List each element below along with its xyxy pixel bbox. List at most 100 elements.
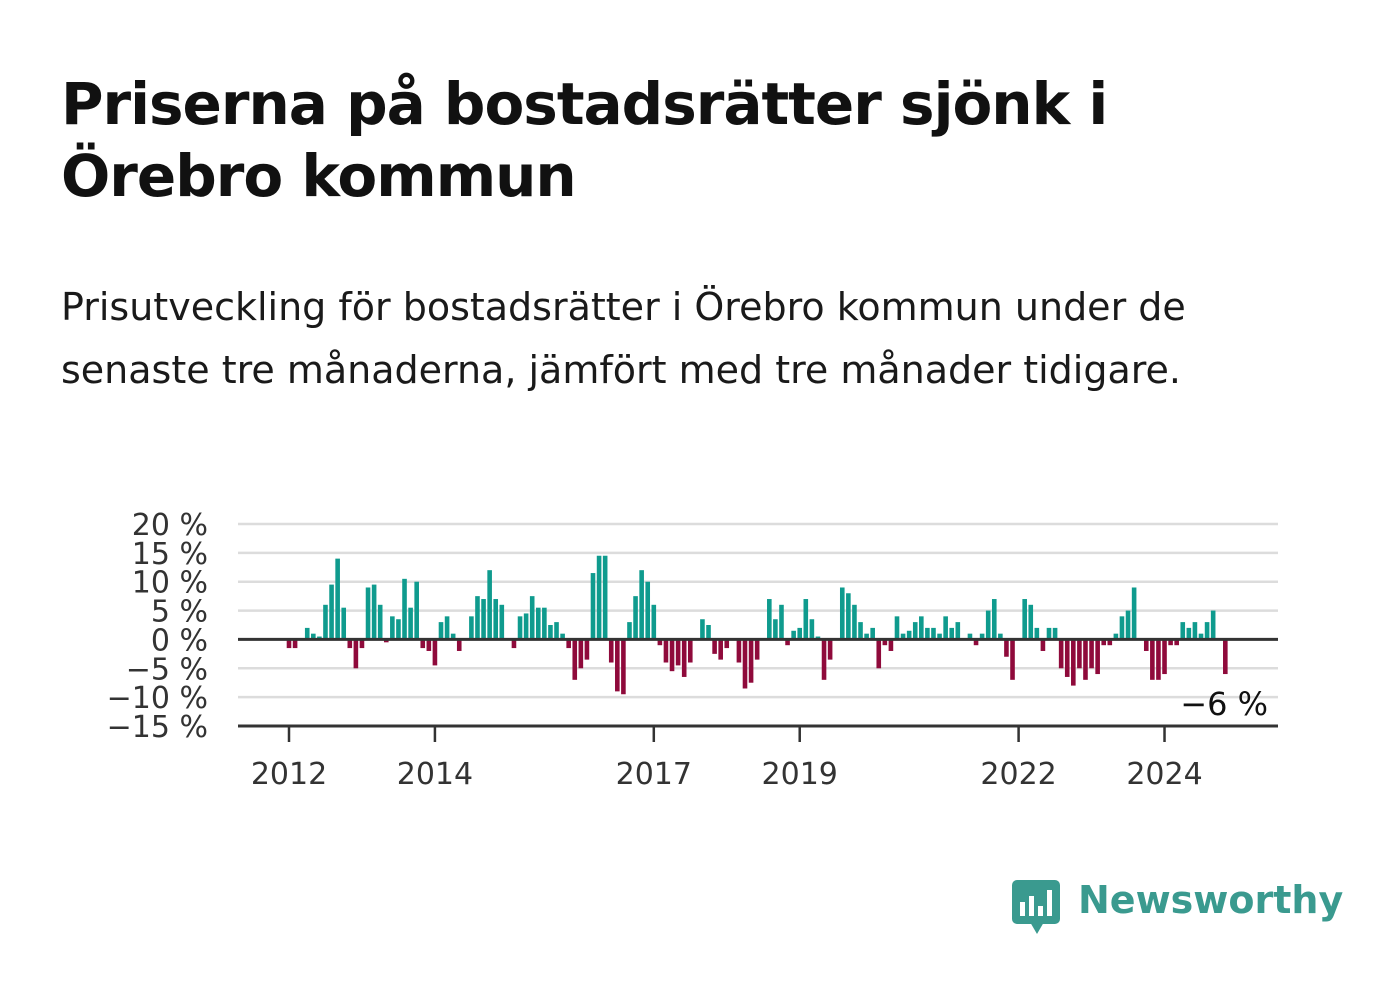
bar xyxy=(414,581,419,640)
bar xyxy=(359,639,365,649)
bar xyxy=(554,622,559,640)
bar xyxy=(286,639,292,649)
bar xyxy=(700,619,705,640)
bar xyxy=(888,639,894,651)
bar xyxy=(1107,639,1113,646)
bar xyxy=(469,616,474,640)
bar xyxy=(663,639,669,663)
bar xyxy=(542,607,547,640)
bar xyxy=(456,639,462,651)
bar xyxy=(627,622,632,640)
bar xyxy=(396,619,401,640)
bar xyxy=(365,587,371,640)
bar xyxy=(499,604,505,640)
x-tick-label: 2024 xyxy=(1126,757,1202,792)
bar xyxy=(1223,639,1228,675)
brand-name: Newsworthy xyxy=(1078,878,1344,922)
bar xyxy=(1156,639,1161,680)
bar xyxy=(1058,639,1064,669)
bar xyxy=(876,639,882,669)
bar xyxy=(426,639,432,651)
bar xyxy=(912,622,918,640)
bar xyxy=(706,625,711,640)
y-tick-label: −15 % xyxy=(107,710,208,745)
bar xyxy=(991,599,997,640)
bar xyxy=(602,555,608,640)
bar xyxy=(1192,622,1198,640)
bar xyxy=(791,630,796,640)
bar xyxy=(681,639,687,677)
x-tick-label: 2022 xyxy=(980,757,1056,792)
bar xyxy=(1022,599,1027,640)
bar xyxy=(669,639,675,672)
bar xyxy=(900,633,906,640)
y-tick-label: 5 % xyxy=(151,595,208,630)
bar xyxy=(985,610,991,640)
bar xyxy=(584,639,590,660)
chart-subtitle: Prisutveckling för bostadsrätter i Örebr… xyxy=(61,285,1186,392)
bar xyxy=(450,633,456,640)
y-tick-label: −5 % xyxy=(126,652,208,687)
bar xyxy=(809,619,815,640)
bar xyxy=(493,599,499,640)
bar xyxy=(906,630,912,640)
bar xyxy=(1077,639,1082,669)
bar xyxy=(864,633,869,640)
bar xyxy=(803,599,809,640)
bar xyxy=(675,639,681,666)
bar xyxy=(1046,627,1052,640)
bar xyxy=(1113,633,1119,640)
bar xyxy=(931,627,936,640)
x-tick-label: 2019 xyxy=(762,757,838,792)
bar xyxy=(955,622,961,640)
bar xyxy=(548,625,553,640)
bar xyxy=(870,627,875,640)
bar xyxy=(724,639,730,649)
bar xyxy=(572,639,578,680)
bar xyxy=(487,570,492,640)
bar xyxy=(438,622,444,640)
bar xyxy=(742,639,748,689)
bar xyxy=(1168,639,1173,646)
bar xyxy=(1204,622,1210,640)
bar xyxy=(1131,587,1137,640)
bar xyxy=(432,639,438,666)
bar xyxy=(1034,627,1040,640)
bar xyxy=(304,627,310,640)
bar xyxy=(560,633,565,640)
bar xyxy=(657,639,663,646)
bar xyxy=(1198,633,1204,640)
y-tick-label: 20 % xyxy=(132,508,208,543)
bar xyxy=(523,613,529,640)
bar xyxy=(353,639,359,669)
bar xyxy=(773,619,778,640)
bar xyxy=(292,639,298,649)
newsworthy-logo-icon xyxy=(1012,880,1060,934)
bar xyxy=(1064,639,1070,677)
bar xyxy=(797,627,803,640)
bar xyxy=(1095,639,1100,675)
bar xyxy=(1125,610,1131,640)
bars xyxy=(286,555,1228,695)
bar xyxy=(712,639,717,654)
bar xyxy=(651,604,657,640)
bar xyxy=(973,639,979,646)
bar xyxy=(633,596,638,640)
bar xyxy=(475,596,480,640)
bar xyxy=(481,599,486,640)
bar xyxy=(402,578,407,640)
bar xyxy=(1186,627,1192,640)
brand-logo: Newsworthy xyxy=(1010,876,1343,942)
bar xyxy=(511,639,517,649)
y-tick-label: 15 % xyxy=(132,537,208,572)
bar xyxy=(839,587,845,640)
bar xyxy=(390,616,395,640)
bar xyxy=(566,639,571,649)
bar xyxy=(1052,627,1058,640)
bar xyxy=(949,627,955,640)
bar xyxy=(1150,639,1155,680)
bar xyxy=(341,607,347,640)
y-tick-label: 0 % xyxy=(151,623,208,658)
bar xyxy=(1162,639,1167,675)
